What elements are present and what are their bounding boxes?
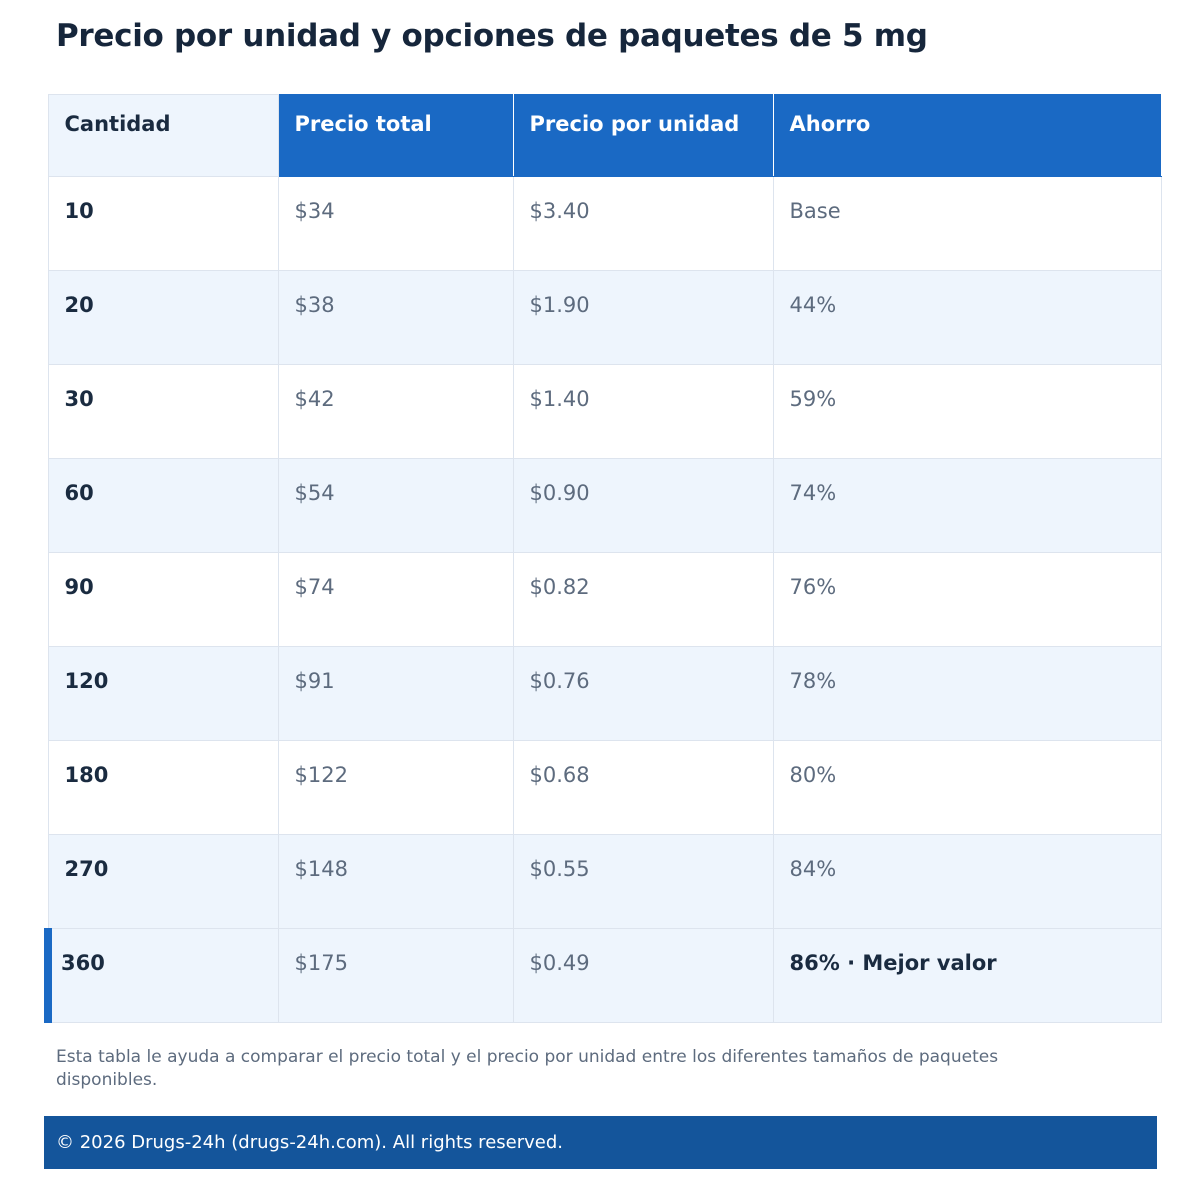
cell-savings: 44%: [772, 270, 1162, 365]
cell-total-price: $175: [277, 928, 514, 1023]
table-header-row: Cantidad Precio total Precio por unidad …: [47, 94, 1162, 177]
cell-savings: 59%: [772, 364, 1162, 459]
table-note: Esta tabla le ayuda a comparar el precio…: [56, 1047, 999, 1090]
cell-total-price: $91: [277, 646, 514, 741]
cell-unit-price: $0.76: [512, 646, 774, 741]
cell-savings: 76%: [772, 552, 1162, 647]
cell-unit-price: $0.82: [512, 552, 774, 647]
cell-unit-price: $0.55: [512, 834, 774, 929]
page-title: Precio por unidad y opciones de paquetes…: [56, 18, 928, 54]
cell-quantity: 10: [47, 176, 279, 271]
cell-savings: 84%: [772, 834, 1162, 929]
header-total-price: Precio total: [277, 94, 514, 177]
cell-savings: 78%: [772, 646, 1162, 741]
price-table: Cantidad Precio total Precio por unidad …: [44, 94, 1162, 1023]
table-row: 180 $122 $0.68 80%: [47, 740, 1162, 835]
header-unit-price: Precio por unidad: [512, 94, 774, 177]
table-row: 90 $74 $0.82 76%: [47, 552, 1162, 647]
cell-total-price: $148: [277, 834, 514, 929]
cell-total-price: $42: [277, 364, 514, 459]
cell-savings: 80%: [772, 740, 1162, 835]
cell-total-price: $54: [277, 458, 514, 553]
cell-unit-price: $0.49: [512, 928, 774, 1023]
cell-savings-best-value: 86% · Mejor valor: [772, 928, 1162, 1023]
table-row: 20 $38 $1.90 44%: [47, 270, 1162, 365]
cell-quantity: 360: [44, 928, 279, 1023]
cell-unit-price: $0.68: [512, 740, 774, 835]
table-row: 60 $54 $0.90 74%: [47, 458, 1162, 553]
header-quantity: Cantidad: [47, 94, 279, 177]
footer: © 2026 Drugs-24h (drugs-24h.com). All ri…: [44, 1116, 1157, 1169]
table-row: 120 $91 $0.76 78%: [47, 646, 1162, 741]
cell-quantity: 90: [47, 552, 279, 647]
header-savings: Ahorro: [772, 94, 1162, 177]
table-row: 30 $42 $1.40 59%: [47, 364, 1162, 459]
table-row: 270 $148 $0.55 84%: [47, 834, 1162, 929]
cell-total-price: $34: [277, 176, 514, 271]
cell-savings: Base: [772, 176, 1162, 271]
cell-quantity: 30: [47, 364, 279, 459]
cell-unit-price: $0.90: [512, 458, 774, 553]
cell-quantity: 20: [47, 270, 279, 365]
cell-unit-price: $1.90: [512, 270, 774, 365]
cell-unit-price: $1.40: [512, 364, 774, 459]
table-row: 10 $34 $3.40 Base: [47, 176, 1162, 271]
footer-copyright: © 2026 Drugs-24h (drugs-24h.com). All ri…: [56, 1132, 563, 1153]
cell-quantity: 60: [47, 458, 279, 553]
cell-total-price: $38: [277, 270, 514, 365]
cell-quantity: 180: [47, 740, 279, 835]
cell-unit-price: $3.40: [512, 176, 774, 271]
cell-quantity: 270: [47, 834, 279, 929]
table-row-best-value: 360 $175 $0.49 86% · Mejor valor: [44, 928, 1162, 1023]
cell-quantity: 120: [47, 646, 279, 741]
cell-savings: 74%: [772, 458, 1162, 553]
cell-total-price: $74: [277, 552, 514, 647]
cell-total-price: $122: [277, 740, 514, 835]
